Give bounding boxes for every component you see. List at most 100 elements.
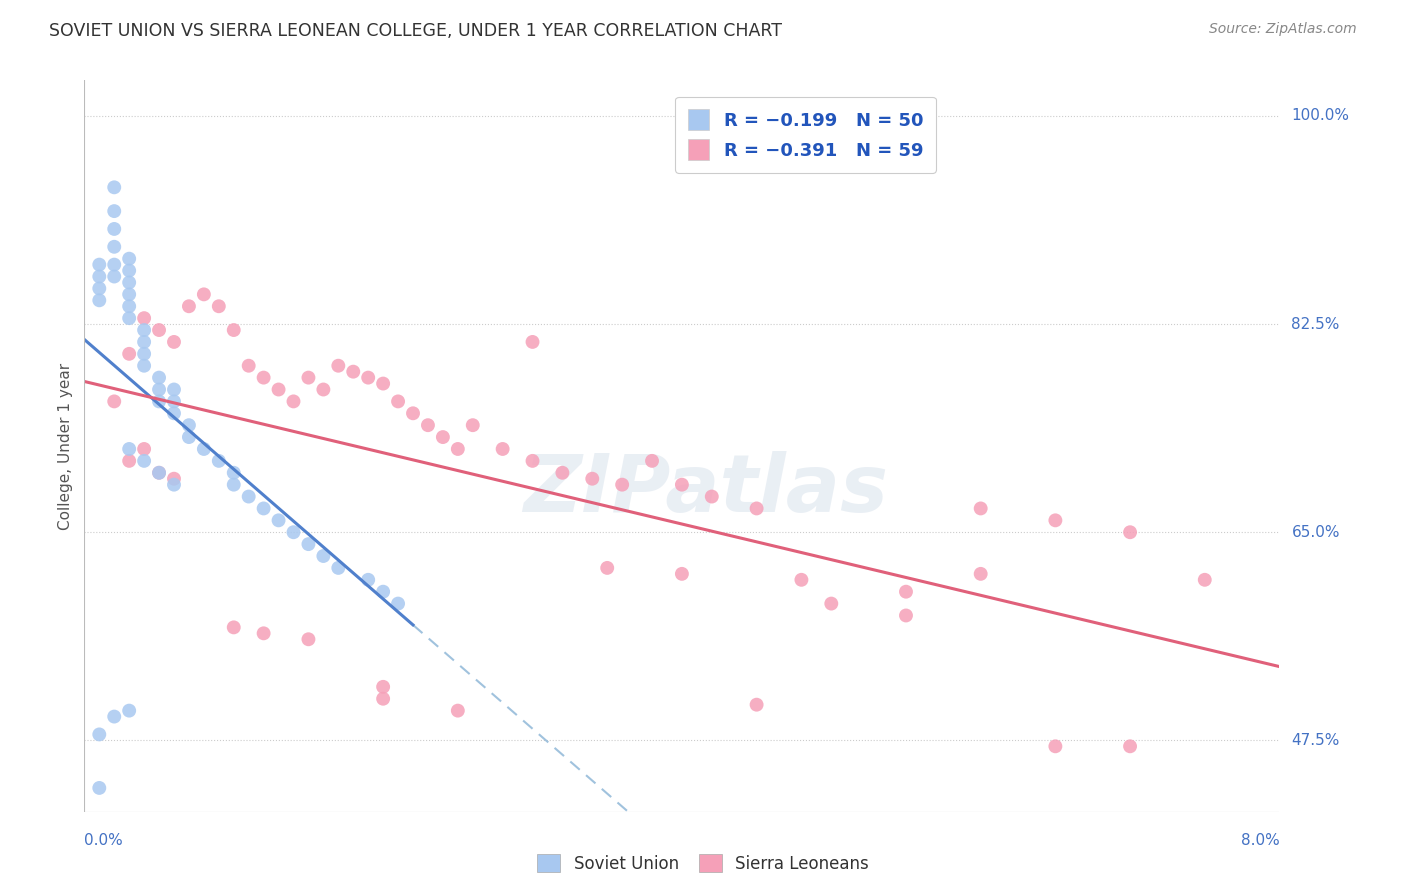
Point <box>447 704 470 718</box>
Point <box>118 287 141 301</box>
Point <box>387 597 409 611</box>
Point <box>328 359 350 373</box>
Point <box>118 347 141 361</box>
Point <box>89 281 111 295</box>
Point <box>89 258 111 272</box>
Point <box>551 466 574 480</box>
Point <box>103 180 125 194</box>
Point <box>1045 513 1067 527</box>
Legend: R = −0.199   N = 50, R = −0.391   N = 59: R = −0.199 N = 50, R = −0.391 N = 59 <box>675 96 936 173</box>
Point <box>357 370 380 384</box>
Point <box>103 204 125 219</box>
Point <box>118 442 141 456</box>
Point <box>222 620 245 634</box>
Point <box>970 566 993 581</box>
Point <box>342 365 364 379</box>
Point <box>373 376 395 391</box>
Point <box>1045 739 1067 754</box>
Point <box>103 258 125 272</box>
Point <box>132 311 156 326</box>
Point <box>118 263 141 277</box>
Point <box>148 394 170 409</box>
Text: Source: ZipAtlas.com: Source: ZipAtlas.com <box>1209 22 1357 37</box>
Point <box>177 299 200 313</box>
Point <box>328 561 350 575</box>
Point <box>148 370 170 384</box>
Point <box>387 394 409 409</box>
Point <box>522 334 544 349</box>
Point <box>312 549 335 563</box>
Point <box>238 490 260 504</box>
Text: 47.5%: 47.5% <box>1292 733 1340 747</box>
Point <box>373 584 395 599</box>
Point <box>894 584 917 599</box>
Point <box>416 418 439 433</box>
Point <box>461 418 484 433</box>
Legend: Soviet Union, Sierra Leoneans: Soviet Union, Sierra Leoneans <box>530 847 876 880</box>
Point <box>103 240 125 254</box>
Point <box>745 698 768 712</box>
Point <box>267 383 290 397</box>
Point <box>297 632 319 647</box>
Point <box>118 252 141 266</box>
Point <box>132 334 156 349</box>
Point <box>118 276 141 290</box>
Point <box>671 566 693 581</box>
Point <box>148 466 170 480</box>
Point <box>267 513 290 527</box>
Point <box>132 359 156 373</box>
Point <box>253 501 276 516</box>
Point <box>297 537 319 551</box>
Point <box>222 477 245 491</box>
Point <box>1119 525 1142 540</box>
Point <box>132 442 156 456</box>
Text: 0.0%: 0.0% <box>84 833 124 848</box>
Point <box>283 525 305 540</box>
Point <box>89 727 111 741</box>
Point <box>894 608 917 623</box>
Point <box>373 680 395 694</box>
Point <box>103 222 125 236</box>
Point <box>177 418 200 433</box>
Text: ZIPatlas: ZIPatlas <box>523 450 889 529</box>
Point <box>132 323 156 337</box>
Point <box>612 477 634 491</box>
Point <box>208 454 231 468</box>
Point <box>790 573 813 587</box>
Point <box>163 406 186 420</box>
Point <box>193 287 215 301</box>
Point <box>238 359 260 373</box>
Point <box>222 466 245 480</box>
Point <box>253 370 276 384</box>
Point <box>1194 573 1216 587</box>
Point <box>89 780 111 795</box>
Point <box>357 573 380 587</box>
Point <box>402 406 425 420</box>
Point <box>148 323 170 337</box>
Point <box>103 394 125 409</box>
Point <box>1119 739 1142 754</box>
Point <box>745 501 768 516</box>
Point <box>132 347 156 361</box>
Point <box>118 704 141 718</box>
Point <box>132 454 156 468</box>
Point <box>641 454 664 468</box>
Point <box>373 691 395 706</box>
Point <box>89 269 111 284</box>
Point <box>208 299 231 313</box>
Point <box>671 477 693 491</box>
Point <box>447 442 470 456</box>
Point <box>193 442 215 456</box>
Point <box>163 477 186 491</box>
Text: 8.0%: 8.0% <box>1240 833 1279 848</box>
Point <box>148 383 170 397</box>
Point <box>163 472 186 486</box>
Point <box>297 370 319 384</box>
Point <box>970 501 993 516</box>
Point <box>103 709 125 723</box>
Point <box>492 442 515 456</box>
Text: 65.0%: 65.0% <box>1292 524 1340 540</box>
Text: 100.0%: 100.0% <box>1292 109 1350 123</box>
Point <box>596 561 619 575</box>
Text: 82.5%: 82.5% <box>1292 317 1340 332</box>
